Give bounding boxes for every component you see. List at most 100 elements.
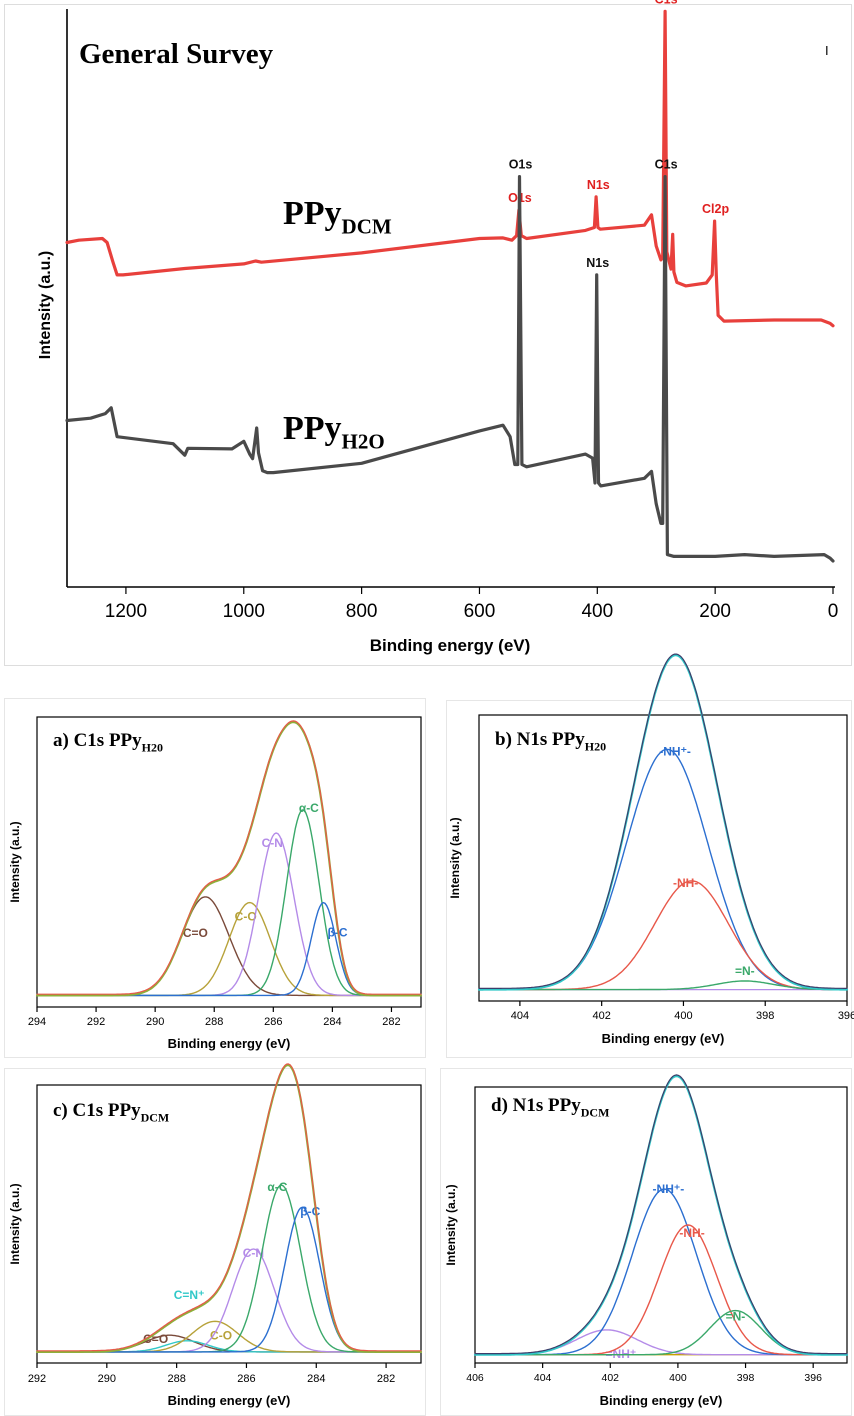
panel-d-title-subscript: DCM — [581, 1105, 610, 1119]
survey-panel: 1200 1000 800 600 400 200 0 Binding energy (eV)… — [4, 0, 852, 666]
chart-d-n1s-dcm: 406 404 402 400 398 396 Binding energy (eV) Int… — [444, 1074, 849, 1408]
panel-b-component-label: -NH⁺- — [659, 744, 691, 758]
panel-a-component-line — [36, 901, 422, 997]
panel-b: 404 402 400 398 396 Binding energy (eV) Intens… — [446, 653, 854, 1058]
panel-d-x-axis-label: Binding energy (eV) — [600, 1393, 723, 1408]
panel-c-component-label: C=N⁺ — [174, 1288, 205, 1302]
panel-c-frame — [36, 1084, 422, 1364]
panel-c-x-tick-label: 284 — [307, 1373, 325, 1385]
panel-c-x-axis-label: Binding energy (eV) — [168, 1393, 291, 1408]
panel-a-x-axis-label: Binding energy (eV) — [168, 1036, 291, 1051]
survey-x-tick-label: 1000 — [223, 601, 265, 622]
panel-b-x-tick-label: 402 — [592, 1010, 610, 1022]
panel-a-component-line — [36, 832, 422, 997]
survey-x-tick-label: 800 — [346, 601, 378, 622]
survey-series-ppy-dcm-line — [65, 9, 835, 328]
survey-peak-label: C1s — [655, 158, 678, 172]
panel-b-x-tick-label: 396 — [838, 1010, 854, 1022]
panel-b-component-label: =N- — [735, 964, 755, 978]
panel-c-title: c) C1s PPyDCM — [53, 1100, 169, 1124]
panel-d-frame — [474, 1086, 848, 1364]
panel-a-x-tick-label: 290 — [146, 1016, 164, 1028]
panel-a-experimental-line — [35, 720, 423, 997]
survey-legend-ppy-dcm-main: PPy — [283, 195, 342, 232]
panel-d-x-tick-label: 396 — [804, 1372, 822, 1384]
panel-c-x-tick-label: 290 — [98, 1373, 116, 1385]
panel-b-x-tick-label: 404 — [511, 1010, 529, 1022]
panel-a-component-label: C=O — [183, 926, 208, 940]
panel-a-title-subscript: H20 — [142, 740, 163, 754]
panel-b-fit-envelope-line — [478, 653, 848, 989]
panel-c-y-axis-label: Intensity (a.u.) — [8, 1183, 22, 1264]
panel-a: 294 292 290 288 286 284 282 Binding energy (eV)… — [4, 698, 426, 1058]
panel-c-component-label: α-C — [267, 1180, 287, 1194]
panel-b-component-line — [478, 748, 848, 991]
panel-d: 406 404 402 400 398 396 Binding energy (eV) Int… — [440, 1068, 852, 1416]
panel-b-component-line — [478, 980, 848, 991]
survey-corner-mark: I — [825, 43, 829, 58]
panel-a-component-label: α-C — [299, 801, 319, 815]
panel-a-title: a) C1s PPyH20 — [53, 730, 163, 754]
survey-series-ppy-h2o-line — [65, 175, 835, 563]
panel-a-x-tick-label: 282 — [382, 1016, 400, 1028]
panel-c-fit-envelope-line — [36, 1063, 422, 1352]
panel-b-y-axis-label: Intensity (a.u.) — [448, 817, 462, 898]
panel-a-component-label: C-O — [235, 910, 257, 924]
panel-d-component-line — [474, 1224, 848, 1356]
chart-b-n1s-h2o: 404 402 400 398 396 Binding energy (eV) Intens… — [448, 653, 854, 1046]
panel-b-title-main: b) N1s PPy — [495, 729, 585, 750]
panel-b-x-tick-label: 400 — [674, 1010, 692, 1022]
panel-d-x-tick-label: 406 — [466, 1372, 484, 1384]
panel-d-x-tick-label: 398 — [737, 1372, 755, 1384]
panel-d-component-label: -NH- — [679, 1226, 704, 1240]
panel-b-title: b) N1s PPyH20 — [495, 729, 606, 753]
panel-c-x-tick-label: 288 — [167, 1373, 185, 1385]
panel-b-x-axis-label: Binding energy (eV) — [602, 1031, 725, 1046]
panel-c-x-tick-label: 286 — [237, 1373, 255, 1385]
panel-c-title-subscript: DCM — [141, 1110, 170, 1124]
panel-a-x-tick-label: 292 — [87, 1016, 105, 1028]
panel-d-x-tick-label: 402 — [602, 1372, 620, 1384]
panel-a-component-line — [36, 901, 422, 997]
panel-c: 292 290 288 286 284 282 Binding energy (eV) Int… — [4, 1063, 426, 1416]
survey-peak-label: O1s — [509, 158, 533, 172]
survey-x-axis-label: Binding energy (eV) — [370, 636, 531, 655]
survey-x-tick-label: 600 — [464, 601, 496, 622]
chart-c-c1s-dcm: 292 290 288 286 284 282 Binding energy (eV) Int… — [8, 1063, 423, 1408]
survey-legend-ppy-h2o-subscript: H2O — [342, 430, 385, 454]
panel-a-y-axis-label: Intensity (a.u.) — [8, 821, 22, 902]
panel-d-component-label: =NH⁺ — [606, 1347, 637, 1361]
survey-peak-label: Cl2p — [702, 202, 729, 216]
panel-a-component-line — [36, 896, 422, 997]
panel-b-frame — [478, 714, 848, 1002]
panel-a-x-tick-label: 294 — [28, 1016, 46, 1028]
panel-a-fit-envelope-line — [36, 720, 422, 995]
panel-c-title-main: c) C1s PPy — [53, 1100, 141, 1121]
panel-d-fit-envelope-line — [474, 1074, 848, 1355]
panel-d-x-tick-label: 400 — [669, 1372, 687, 1384]
survey-chart: 1200 1000 800 600 400 200 0 Binding energy (eV)… — [37, 0, 838, 655]
panel-b-x-tick-label: 398 — [756, 1010, 774, 1022]
survey-legend-ppy-h2o: PPyH2O — [283, 410, 385, 454]
panel-d-title-main: d) N1s PPy — [491, 1095, 581, 1116]
panel-b-component-line — [478, 880, 848, 991]
panel-a-x-tick-label: 284 — [323, 1016, 341, 1028]
panel-a-frame — [36, 716, 422, 1008]
survey-legend-ppy-dcm-subscript: DCM — [342, 215, 392, 239]
panel-d-component-line — [474, 1309, 848, 1356]
panel-d-component-label: -NH⁺- — [653, 1182, 685, 1196]
panel-a-title-main: a) C1s PPy — [53, 730, 142, 751]
panel-a-x-tick-label: 288 — [205, 1016, 223, 1028]
panel-c-x-tick-label: 282 — [377, 1373, 395, 1385]
survey-title: General Survey — [79, 38, 274, 70]
survey-peak-label: N1s — [587, 178, 610, 192]
survey-x-tick-label: 400 — [581, 601, 613, 622]
panel-d-y-axis-label: Intensity (a.u.) — [444, 1184, 458, 1265]
survey-x-tick-label: 200 — [699, 601, 731, 622]
survey-peak-label: C1s — [655, 0, 678, 6]
survey-x-tick-label: 1200 — [105, 601, 147, 622]
panel-d-x-tick-label: 404 — [534, 1372, 552, 1384]
panel-b-experimental-line — [477, 654, 849, 991]
survey-peak-label: N1s — [586, 256, 609, 270]
survey-y-axis-label: Intensity (a.u.) — [37, 251, 54, 359]
